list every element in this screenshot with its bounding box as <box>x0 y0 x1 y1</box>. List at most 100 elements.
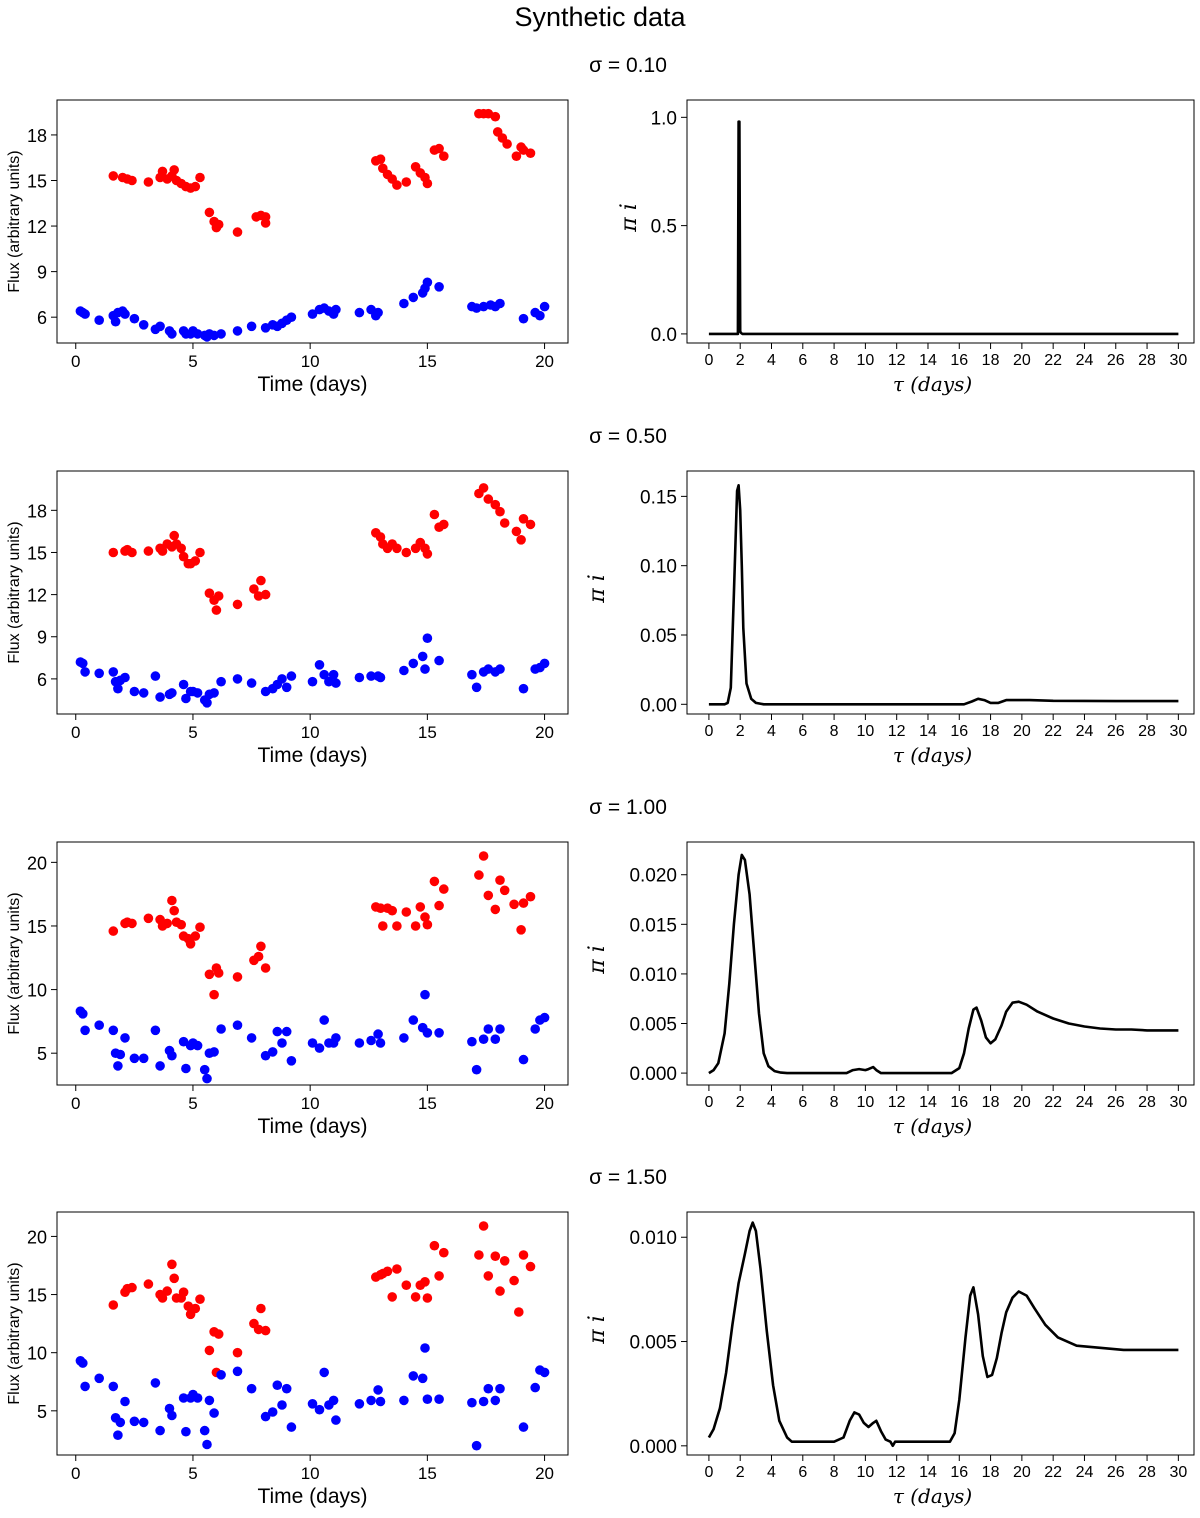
x-tick-label: 8 <box>830 1464 839 1481</box>
y-tick-label: 0.00 <box>640 695 677 716</box>
data-point <box>155 692 165 702</box>
data-point <box>138 1417 149 1428</box>
data-point <box>483 1383 494 1394</box>
y-tick-label: 0.000 <box>629 1064 677 1085</box>
data-point <box>490 1395 501 1406</box>
x-axis-label: Time (days) <box>257 1115 367 1138</box>
data-point <box>509 899 519 910</box>
data-point <box>514 1307 524 1317</box>
data-point <box>467 1036 477 1047</box>
x-tick-label: 12 <box>888 723 906 740</box>
sigma-label: σ = 1.50 <box>589 1166 667 1189</box>
plot-frame <box>686 1211 1195 1456</box>
x-tick-label: 20 <box>1013 723 1031 740</box>
x-tick-label: 10 <box>301 1464 320 1483</box>
x-tick-label: 10 <box>856 723 874 740</box>
data-point <box>434 282 444 292</box>
x-tick-label: 28 <box>1138 1464 1156 1481</box>
plot-frame <box>686 99 1195 344</box>
data-point <box>213 219 224 230</box>
data-point <box>167 1050 177 1061</box>
data-point <box>354 1399 365 1409</box>
x-tick-label: 0 <box>71 723 80 742</box>
data-point <box>113 1430 123 1440</box>
light-curve-panel-0: σ = 0.10 0 5 10 15 20 6 9 12 15 18 Time (days) Flux … <box>6 54 667 396</box>
data-point <box>366 1035 376 1046</box>
data-point <box>490 111 501 122</box>
data-point <box>539 1012 550 1023</box>
plot-frame <box>56 1211 569 1456</box>
data-point <box>155 321 165 332</box>
data-point <box>256 941 266 952</box>
data-point <box>490 499 501 510</box>
data-point <box>490 1251 501 1261</box>
data-point <box>375 1038 386 1048</box>
data-point <box>277 1038 287 1048</box>
data-point <box>209 1047 219 1057</box>
x-tick-label: 16 <box>950 1464 968 1481</box>
x-tick-label: 22 <box>1044 352 1062 369</box>
data-point <box>410 921 421 931</box>
data-point <box>483 494 494 504</box>
y-tick-label: 9 <box>37 628 47 648</box>
data-point <box>181 1426 191 1437</box>
data-point <box>399 665 409 676</box>
x-tick-label: 5 <box>188 1094 197 1113</box>
x-tick-label: 18 <box>982 352 1000 369</box>
data-point <box>401 1280 412 1290</box>
y-tick-label: 15 <box>27 1286 47 1306</box>
data-point <box>392 180 402 190</box>
x-tick-label: 15 <box>418 723 437 742</box>
data-point <box>113 1061 123 1071</box>
x-tick-label: 6 <box>798 352 807 369</box>
data-point <box>530 1382 540 1393</box>
x-tick-label: 4 <box>767 1464 776 1481</box>
y-tick-label: 6 <box>37 670 47 690</box>
y-axis-label: Flux (arbitrary units) <box>6 521 23 663</box>
x-tick-label: 14 <box>919 1094 937 1111</box>
data-point <box>375 1396 386 1407</box>
data-point <box>314 1043 325 1053</box>
y-tick-label: 15 <box>27 543 47 563</box>
data-point <box>267 1407 278 1417</box>
data-point <box>382 1266 393 1277</box>
data-point <box>399 1033 409 1043</box>
x-tick-label: 26 <box>1107 1094 1125 1111</box>
data-point <box>509 1275 519 1286</box>
data-point <box>499 518 510 528</box>
data-point <box>150 1378 161 1388</box>
data-point <box>429 876 440 887</box>
x-tick-label: 20 <box>1013 352 1031 369</box>
data-point <box>204 588 215 598</box>
data-point <box>108 1025 119 1036</box>
data-point <box>474 870 484 880</box>
x-tick-label: 14 <box>919 723 937 740</box>
data-point <box>319 1015 330 1025</box>
x-axis-label: τ (days) <box>893 372 972 396</box>
data-point <box>518 1250 529 1260</box>
y-tick-label: 10 <box>27 981 47 1001</box>
y-tick-label: 18 <box>27 501 47 521</box>
data-point <box>232 972 243 982</box>
data-point <box>478 851 489 861</box>
data-point <box>417 1373 428 1384</box>
data-point <box>530 1024 540 1034</box>
data-point <box>373 1385 383 1395</box>
data-point <box>478 1221 489 1231</box>
sigma-label: σ = 0.50 <box>589 425 667 448</box>
data-point <box>195 547 205 558</box>
data-point <box>518 1054 529 1065</box>
data-point <box>108 171 119 181</box>
data-point <box>434 1271 444 1281</box>
data-point <box>525 891 536 902</box>
data-point <box>204 1395 215 1406</box>
x-tick-label: 12 <box>888 1464 906 1481</box>
data-point <box>260 218 271 228</box>
data-point <box>439 151 449 161</box>
x-tick-label: 16 <box>950 723 968 740</box>
data-point <box>467 669 477 680</box>
data-point <box>439 519 449 530</box>
x-tick-label: 20 <box>535 1464 554 1483</box>
light-curve-panel-3: σ = 1.50 0 5 10 15 20 5 10 15 20 Time (days) Flux (… <box>6 1166 667 1508</box>
